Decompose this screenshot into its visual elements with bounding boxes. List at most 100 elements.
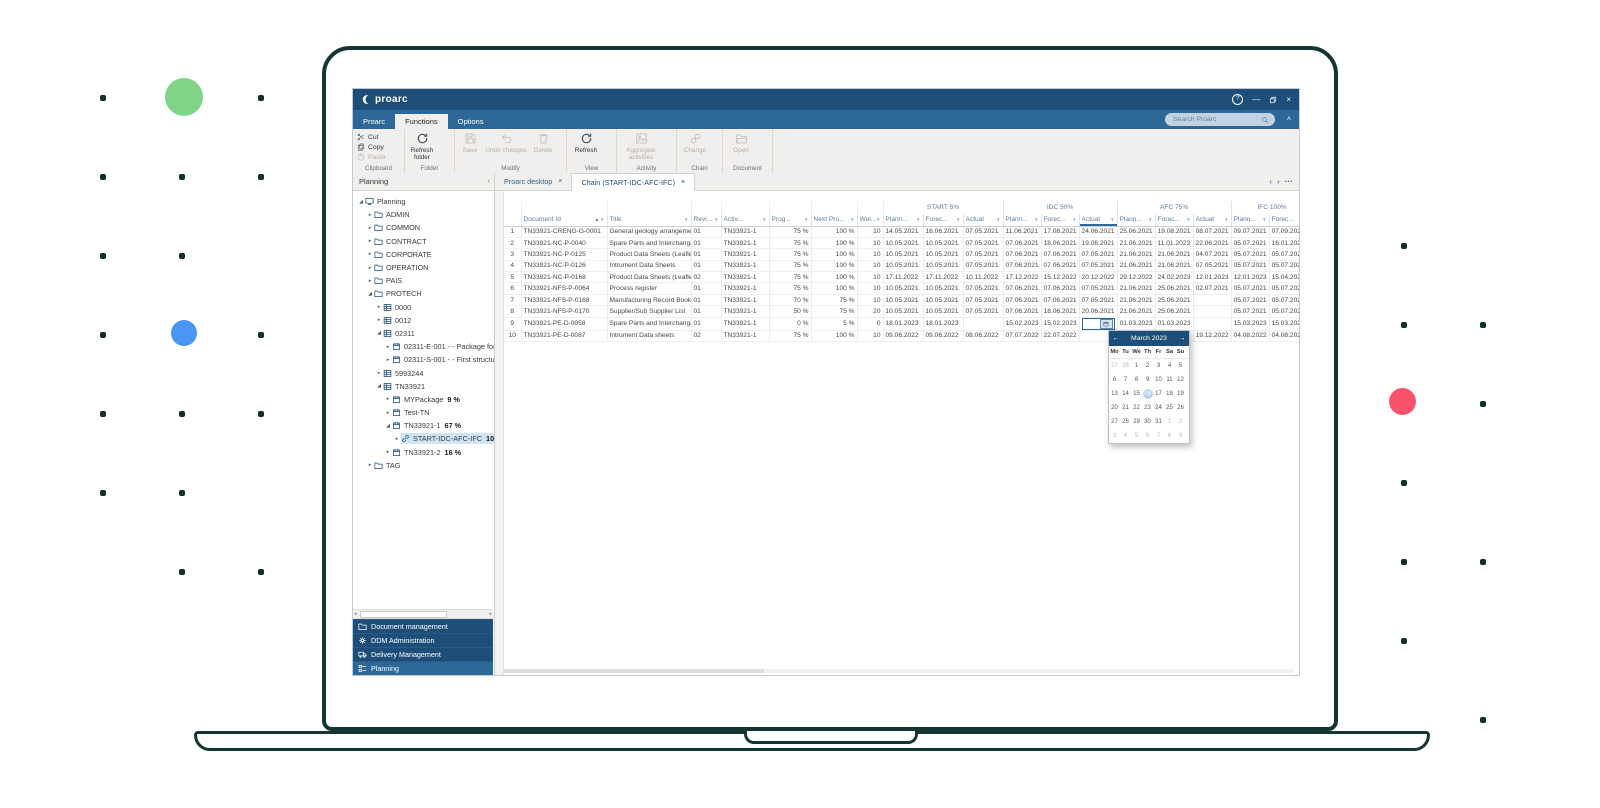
grid-cell[interactable]: 100 % xyxy=(811,226,858,238)
grid-cell[interactable]: 01 xyxy=(691,226,722,238)
tab-chain-start-idc-afc-ifc[interactable]: Chain (START-IDC-AFC-IFC) × xyxy=(571,173,696,191)
ribbon-tab-options[interactable]: Options xyxy=(457,117,484,126)
grid-cell[interactable]: 07.05.2021 xyxy=(963,248,1004,261)
calendar-day[interactable]: 27 xyxy=(1111,363,1118,369)
filter-icon[interactable]: ▼ xyxy=(600,217,605,223)
calendar-day[interactable]: 17 xyxy=(1155,391,1162,397)
grid-cell[interactable]: TN33921-NC-P-0168 xyxy=(521,271,608,284)
grid-cell[interactable]: 10 xyxy=(857,226,884,238)
grid-cell[interactable]: Supplier/Sub Supplier List xyxy=(607,305,692,318)
calendar-day[interactable]: 12 xyxy=(1177,377,1184,383)
grid-cell[interactable]: 07.05.2021 xyxy=(963,294,1004,307)
sort-ascending-icon[interactable]: ▲ xyxy=(594,217,600,223)
grid-cell[interactable]: Product Data Sheets (Leaflets) xyxy=(607,248,692,261)
grid-cell[interactable]: 05.07.2021 xyxy=(1231,305,1270,318)
grid-cell[interactable]: 10.05.2021 xyxy=(883,282,924,295)
calendar-day[interactable]: 15 xyxy=(1133,391,1140,397)
grid-cell[interactable]: TN33921-NC-P-0126 xyxy=(521,260,608,273)
grid-cell[interactable]: 25.06.2021 xyxy=(1155,282,1194,295)
tree-item-02311-s-001-first-structural-p[interactable]: ▸ 02311-S-001 - - First structural packa xyxy=(353,353,494,366)
calendar-day[interactable]: 3 xyxy=(1112,433,1117,439)
ribbon-collapse-chevron[interactable]: ˄ xyxy=(1286,116,1291,123)
column-header-plann-[interactable]: Plann... ▼ xyxy=(1117,214,1156,227)
grid-cell[interactable]: 10.05.2021 xyxy=(923,294,964,307)
grid-cell[interactable]: 01.03.2023 xyxy=(1117,317,1156,331)
grid-cell[interactable]: 8 xyxy=(504,305,522,318)
grid-cell[interactable]: 18.06.2021 xyxy=(1041,305,1080,318)
grid-cell[interactable]: 07.05.2021 xyxy=(1079,248,1118,261)
filter-icon[interactable]: ▼ xyxy=(956,217,961,223)
search-input[interactable] xyxy=(1165,115,1261,124)
filter-icon[interactable]: ▼ xyxy=(916,217,921,223)
expander-closed-icon[interactable]: ▸ xyxy=(368,277,372,284)
grid-cell[interactable]: 15.03.2023 xyxy=(1269,317,1299,331)
column-header-actual[interactable]: Actual ▼ xyxy=(1079,214,1118,227)
expander-closed-icon[interactable]: ▸ xyxy=(368,251,372,258)
ribbon-tab-proarc[interactable]: Proarc xyxy=(363,117,386,126)
grid-cell[interactable]: 75 % xyxy=(769,330,812,343)
grid-cell[interactable]: 10.05.2021 xyxy=(883,294,924,307)
nav-item-planning[interactable]: Planning xyxy=(353,661,493,675)
expander-closed-icon[interactable]: ▸ xyxy=(377,317,381,324)
column-header-plann-[interactable]: Plann... ▼ xyxy=(1231,214,1270,227)
grid-cell[interactable]: 07.09.2021 xyxy=(1269,226,1299,238)
grid-cell[interactable]: 10 xyxy=(857,294,884,307)
grid-cell[interactable]: 02 xyxy=(691,271,722,284)
grid-cell[interactable]: 75 % xyxy=(769,226,812,238)
calendar-day[interactable]: 23 xyxy=(1144,405,1151,411)
expander-open-icon[interactable]: ◢ xyxy=(368,290,372,297)
grid-cell[interactable]: 10.05.2021 xyxy=(883,237,924,250)
grid-cell[interactable]: 04.08.2022 xyxy=(1269,330,1299,343)
column-header-plann-[interactable]: Plann... ▼ xyxy=(1003,214,1042,227)
grid-cell[interactable]: 21.06.2021 xyxy=(1117,294,1156,307)
grid-cell[interactable]: 15.02.2023 xyxy=(1041,317,1080,331)
expander-open-icon[interactable]: ◢ xyxy=(377,383,381,390)
grid-cell[interactable]: 12.01.2023 xyxy=(1231,271,1270,284)
grid-cell[interactable]: 18.01.2023 xyxy=(923,317,964,331)
grid-cell[interactable]: 4 xyxy=(504,260,522,273)
column-header-rownum[interactable] xyxy=(504,214,522,227)
scrollbar-thumb[interactable] xyxy=(504,669,764,673)
grid-cell[interactable]: 05.07.2021 xyxy=(1231,260,1270,273)
filter-icon[interactable]: ▼ xyxy=(1224,217,1229,223)
cut-button[interactable]: Cut xyxy=(357,132,400,142)
tree-item-contract[interactable]: ▸ CONTRACT xyxy=(353,235,494,248)
grid-cell[interactable]: Spare Parts and Interchangability... xyxy=(607,317,692,331)
grid-cell[interactable]: 08.06.2022 xyxy=(963,330,1004,343)
grid-cell[interactable]: 05.07.2021 xyxy=(1231,294,1270,307)
grid-cell[interactable]: 75 % xyxy=(769,248,812,261)
calendar-day[interactable]: 19 xyxy=(1177,391,1184,397)
calendar-day[interactable]: 6 xyxy=(1145,433,1150,439)
grid-cell[interactable]: 75 % xyxy=(769,260,812,273)
calendar-picker-button[interactable] xyxy=(1099,318,1113,329)
grid-cell[interactable] xyxy=(1079,317,1118,331)
scroll-left-icon[interactable]: ◂ xyxy=(354,611,357,617)
grid-cell[interactable]: 10.11.2022 xyxy=(963,271,1004,284)
calendar-day[interactable]: 1 xyxy=(1167,419,1172,425)
grid-cell[interactable]: 01 xyxy=(691,317,722,331)
filter-icon[interactable]: ▼ xyxy=(1034,217,1039,223)
tree-item-tn33921-2[interactable]: ▸ TN33921-2 16 % xyxy=(353,446,494,459)
grid-cell[interactable]: 50 % xyxy=(769,305,812,318)
grid-cell[interactable]: 01.03.2023 xyxy=(1155,317,1194,331)
grid-cell[interactable]: 6 xyxy=(504,282,522,295)
grid-cell[interactable] xyxy=(1193,305,1232,318)
expander-closed-icon[interactable]: ▸ xyxy=(386,356,390,363)
grid-cell[interactable]: 19.12.2022 xyxy=(1193,330,1232,343)
date-edit-cell[interactable] xyxy=(1081,317,1115,330)
calendar-day[interactable]: 18 xyxy=(1166,391,1173,397)
grid-cell[interactable]: 21.06.2021 xyxy=(1155,248,1194,261)
tab-more-icon[interactable]: ••• xyxy=(1284,178,1293,185)
calendar-day[interactable]: 1 xyxy=(1134,363,1139,369)
grid-cell[interactable]: 15.04.2023 xyxy=(1269,271,1299,284)
column-header-actual[interactable]: Actual ▼ xyxy=(1193,214,1232,227)
column-header-plann-[interactable]: Plann... ▼ xyxy=(883,214,924,227)
grid-cell[interactable]: 17.12.2022 xyxy=(1003,271,1042,284)
grid-cell[interactable]: 22.06.2021 xyxy=(1193,237,1232,250)
column-header-activ-[interactable]: Activ... ▼ xyxy=(721,214,770,227)
grid-cell[interactable]: 10.05.2021 xyxy=(883,305,924,318)
grid-cell[interactable]: 04.07.2021 xyxy=(1193,248,1232,261)
copy-button[interactable]: Copy xyxy=(357,142,400,152)
tree-item-mypackage[interactable]: ▸ MYPackage 9 % xyxy=(353,393,494,406)
calendar-day[interactable]: 28 xyxy=(1122,419,1129,425)
